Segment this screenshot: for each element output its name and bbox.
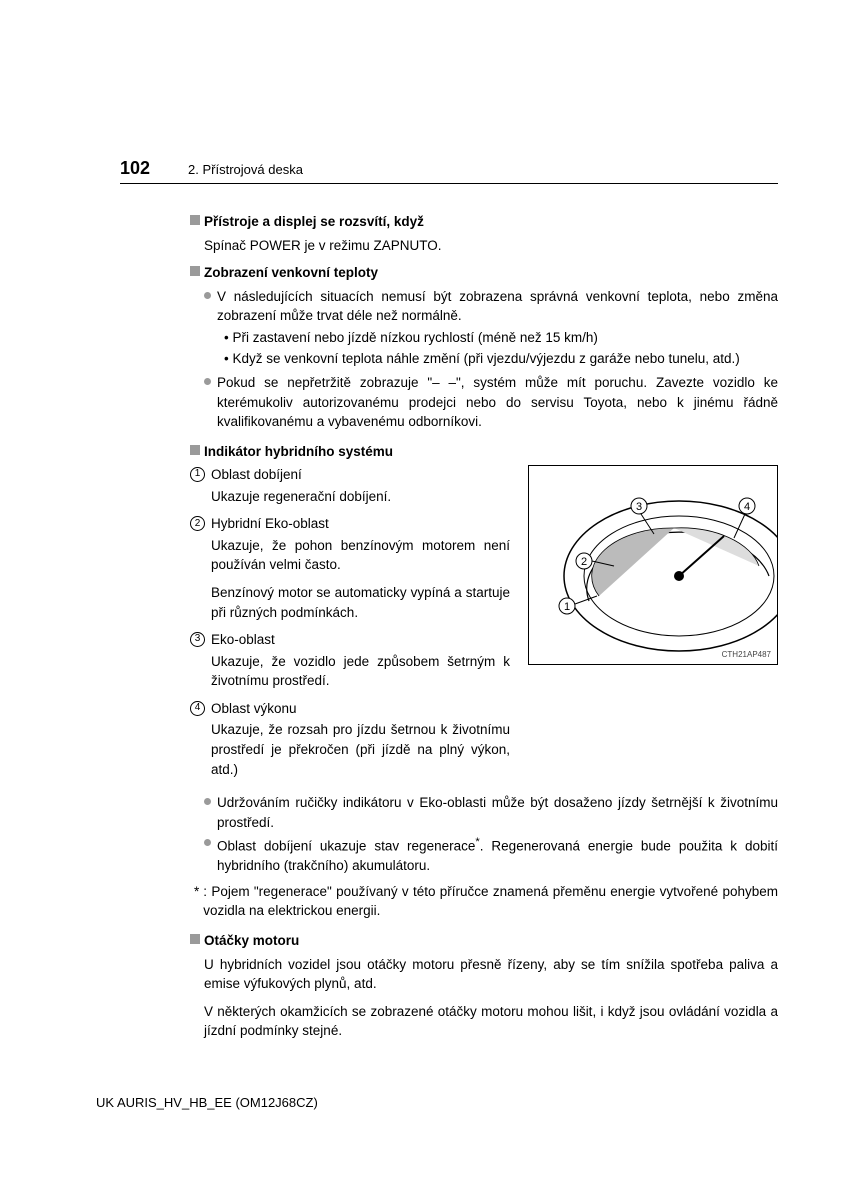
item-desc: Ukazuje regenerační dobíjení. (211, 487, 510, 507)
numbered-item: 4 Oblast výkonu (190, 699, 510, 719)
numbered-item: 3 Eko-oblast (190, 630, 510, 650)
sub-bullet: • Když se venkovní teplota náhle změní (… (224, 349, 778, 369)
dot-bullet-icon (204, 378, 211, 385)
paragraph: U hybridních vozidel jsou otáčky motoru … (204, 955, 778, 994)
bullet-text: Pokud se nepřetržitě zobrazuje "– –", sy… (217, 373, 778, 432)
bullet-item: V následujících situacích nemusí být zob… (204, 287, 778, 326)
bullet-item: Udržováním ručičky indikátoru v Eko-obla… (204, 793, 778, 832)
footer-code: UK AURIS_HV_HB_EE (OM12J68CZ) (96, 1095, 318, 1110)
footnote-star-icon: * (194, 882, 199, 902)
paragraph: Spínač POWER je v režimu ZAPNUTO. (204, 236, 778, 256)
sub-bullet: • Při zastavení nebo jízdě nízkou rychlo… (224, 328, 778, 348)
dot-bullet-icon (204, 798, 211, 805)
gauge-illustration-icon: 1 2 3 4 (529, 466, 777, 664)
svg-text:1: 1 (564, 601, 570, 613)
square-bullet-icon (190, 445, 200, 455)
item-desc: Benzínový motor se automaticky vypíná a … (211, 583, 510, 622)
page: 102 2. Přístrojová deska Přístroje a dis… (0, 0, 848, 1041)
section-heading: Indikátor hybridního systému (190, 442, 778, 462)
circled-number-icon: 3 (190, 632, 205, 647)
numbered-item: 1 Oblast dobíjení (190, 465, 510, 485)
diagram-code: CTH21AP487 (722, 649, 771, 661)
item-title: Hybridní Eko-oblast (211, 514, 510, 534)
paragraph: V některých okamžicích se zobrazené otáč… (204, 1002, 778, 1041)
col-right: 1 2 3 4 CTH21AP487 (528, 465, 778, 787)
bullet-item: Oblast dobíjení ukazuje stav regenerace*… (204, 834, 778, 876)
section-title: Indikátor hybridního systému (204, 442, 393, 462)
circled-number-icon: 4 (190, 701, 205, 716)
item-title: Eko-oblast (211, 630, 510, 650)
square-bullet-icon (190, 215, 200, 225)
bullet-text: Oblast dobíjení ukazuje stav regenerace*… (217, 834, 778, 876)
section-title: Otáčky motoru (204, 931, 299, 951)
circled-number-icon: 2 (190, 516, 205, 531)
bullet-text: V následujících situacích nemusí být zob… (217, 287, 778, 326)
numbered-item: 2 Hybridní Eko-oblast (190, 514, 510, 534)
section-heading: Otáčky motoru (190, 931, 778, 951)
square-bullet-icon (190, 266, 200, 276)
footnote: * : Pojem "regenerace" používaný v této … (194, 882, 778, 921)
bullet-text: Udržováním ručičky indikátoru v Eko-obla… (217, 793, 778, 832)
item-desc: Ukazuje, že rozsah pro jízdu šetrnou k ž… (211, 720, 510, 779)
text-run: Oblast dobíjení ukazuje stav regenerace (217, 839, 475, 854)
content-body: Přístroje a displej se rozsvítí, když Sp… (190, 212, 778, 1041)
hybrid-indicator-diagram: 1 2 3 4 CTH21AP487 (528, 465, 778, 665)
section-title: Zobrazení venkovní teploty (204, 263, 378, 283)
item-desc: Ukazuje, že vozidlo jede způsobem šetrný… (211, 652, 510, 691)
page-number: 102 (120, 158, 150, 179)
section-heading: Zobrazení venkovní teploty (190, 263, 778, 283)
chapter-title: 2. Přístrojová deska (188, 162, 303, 177)
svg-text:2: 2 (581, 556, 587, 568)
section-heading: Přístroje a displej se rozsvítí, když (190, 212, 778, 232)
svg-text:3: 3 (636, 501, 642, 513)
two-column-layout: 1 Oblast dobíjení Ukazuje regenerační do… (190, 465, 778, 787)
item-title: Oblast dobíjení (211, 465, 510, 485)
square-bullet-icon (190, 934, 200, 944)
svg-text:4: 4 (744, 501, 750, 513)
footnote-text: : Pojem "regenerace" používaný v této př… (203, 882, 778, 921)
item-desc: Ukazuje, že pohon benzínovým motorem nen… (211, 536, 510, 575)
dot-bullet-icon (204, 839, 211, 846)
dot-bullet-icon (204, 292, 211, 299)
circled-number-icon: 1 (190, 467, 205, 482)
item-title: Oblast výkonu (211, 699, 510, 719)
col-left: 1 Oblast dobíjení Ukazuje regenerační do… (190, 465, 510, 787)
bullet-item: Pokud se nepřetržitě zobrazuje "– –", sy… (204, 373, 778, 432)
section-title: Přístroje a displej se rozsvítí, když (204, 212, 424, 232)
page-header: 102 2. Přístrojová deska (120, 158, 778, 184)
